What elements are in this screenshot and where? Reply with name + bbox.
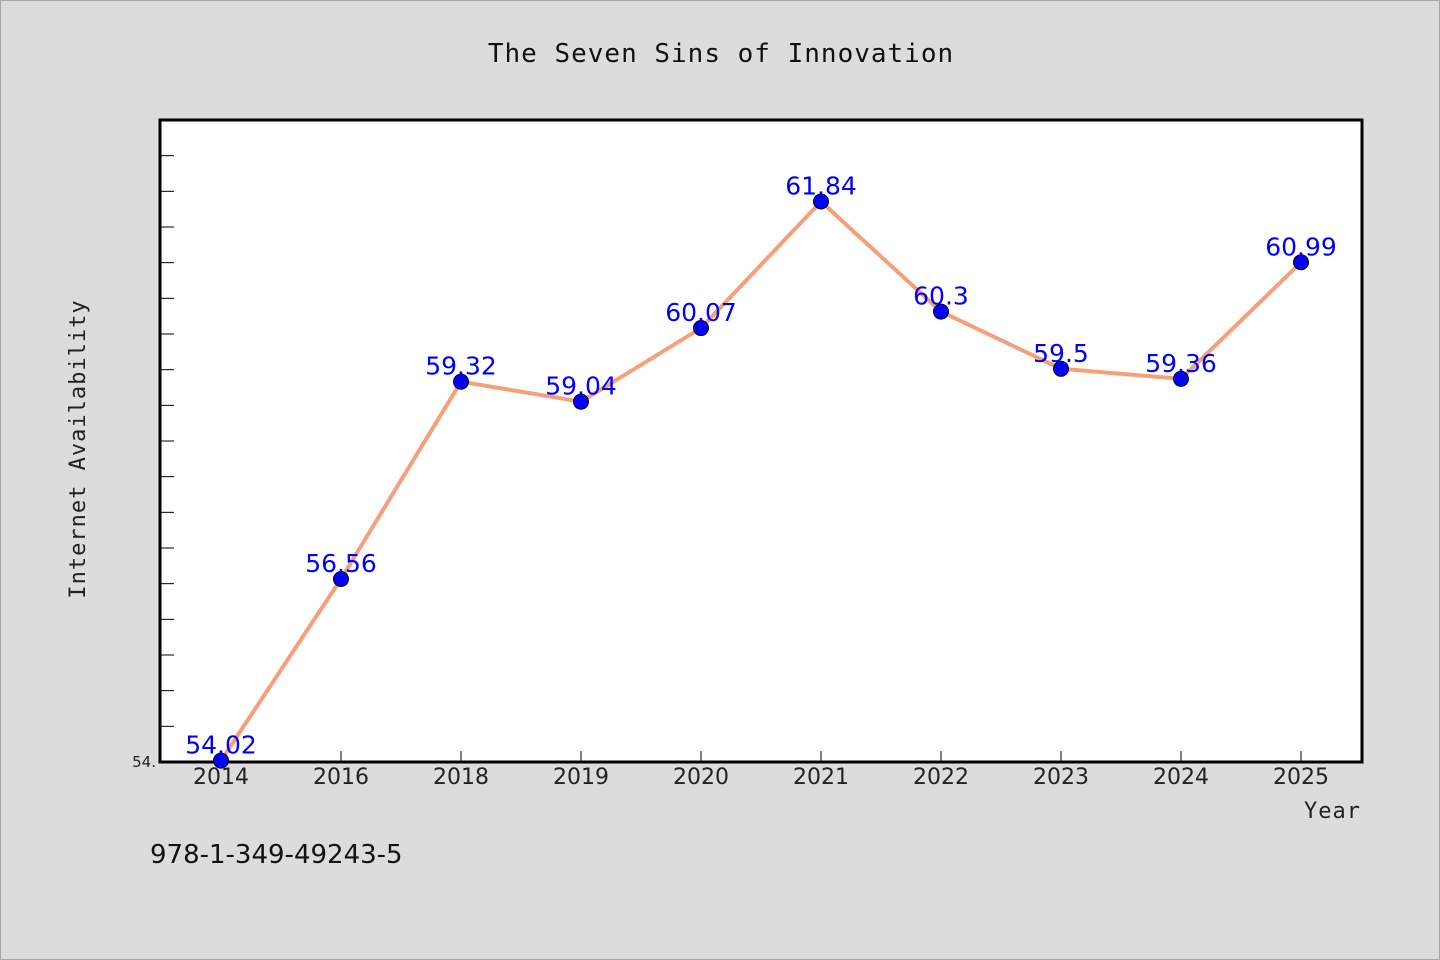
data-point	[213, 752, 229, 769]
chart-title: The Seven Sins of Innovation	[488, 39, 954, 69]
data-point	[693, 320, 709, 337]
plot-area	[158, 118, 1364, 764]
x-axis-label: Year	[1304, 799, 1361, 824]
data-point	[1293, 254, 1309, 271]
x-tick-label: 2021	[793, 765, 849, 790]
data-point	[1173, 370, 1189, 387]
footnote-isbn: 978-1-349-49243-5	[150, 840, 403, 870]
data-labels: 54.02 56.56 59.32 59.04 60.07 61.84 60.3 59.5 59…	[185, 172, 1337, 760]
data-label: 61.84	[785, 172, 857, 201]
x-tick-label: 2020	[673, 765, 729, 790]
data-point	[453, 373, 469, 390]
x-tick-label: 2018	[433, 765, 489, 790]
data-label: 56.56	[305, 549, 377, 578]
y-axis-label: Internet Availability	[66, 299, 91, 598]
y-axis-ticks	[160, 119, 174, 727]
data-point	[933, 303, 949, 320]
x-tick-label: 2014	[193, 765, 249, 790]
data-label: 59.32	[425, 352, 497, 381]
data-point	[1053, 360, 1069, 377]
x-axis-tick-labels: 2014 2016 2018 2019 2020 2021 2022 2023 2024 2025	[193, 765, 1329, 790]
data-point	[333, 570, 349, 587]
data-label: 60.99	[1265, 232, 1337, 261]
x-tick-label: 2023	[1033, 765, 1089, 790]
y-axis-tick-labels: 54.	[132, 753, 156, 771]
x-tick-label: 2024	[1153, 765, 1209, 790]
data-point	[573, 393, 589, 410]
data-label: 59.04	[545, 372, 617, 401]
x-tick-label: 2016	[313, 765, 369, 790]
x-tick-label: 2025	[1273, 765, 1329, 790]
data-label: 60.07	[665, 298, 737, 327]
x-tick-label: 2022	[913, 765, 969, 790]
data-label: 59.5	[1033, 339, 1089, 368]
y-tick-label: 54.	[132, 753, 156, 771]
series-line	[219, 199, 1303, 762]
x-tick-label: 2019	[553, 765, 609, 790]
series-lines	[219, 199, 1303, 762]
data-label: 59.36	[1145, 349, 1217, 378]
data-label: 54.02	[185, 731, 257, 760]
series-markers	[213, 193, 1309, 769]
data-label: 60.3	[913, 282, 969, 311]
data-point	[813, 193, 829, 210]
